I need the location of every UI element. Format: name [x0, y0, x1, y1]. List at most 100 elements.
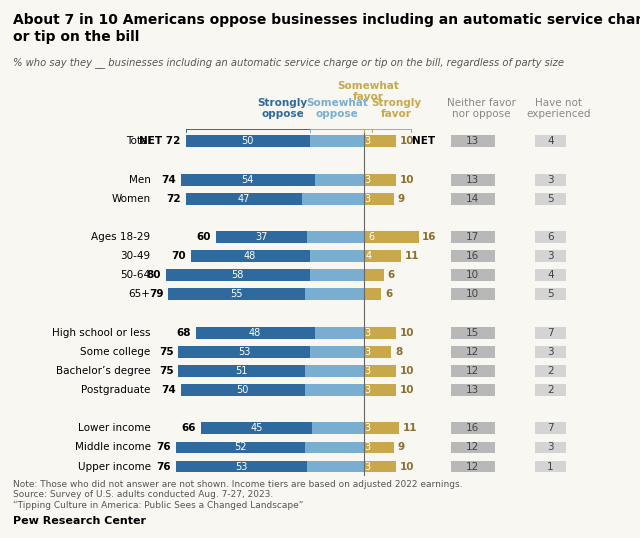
Bar	[451, 270, 495, 281]
Text: 3: 3	[365, 385, 371, 395]
Bar	[186, 193, 302, 204]
Text: 7: 7	[547, 423, 554, 433]
Text: 3: 3	[365, 423, 371, 433]
Bar	[534, 365, 566, 377]
Bar	[374, 250, 401, 262]
Bar	[201, 422, 312, 434]
Bar	[307, 231, 364, 243]
Text: 6: 6	[369, 232, 374, 242]
Bar	[451, 250, 495, 262]
Text: 14: 14	[466, 194, 479, 204]
Text: 10: 10	[466, 270, 479, 280]
Text: 1: 1	[547, 462, 554, 472]
Bar	[305, 288, 364, 300]
Bar	[372, 461, 396, 472]
Bar	[534, 422, 566, 434]
Bar	[379, 231, 419, 243]
Bar	[451, 442, 495, 454]
Bar	[534, 174, 566, 186]
Text: 7: 7	[547, 328, 554, 338]
Text: 9: 9	[397, 442, 404, 452]
Text: 6: 6	[388, 270, 395, 280]
Text: 10: 10	[466, 289, 479, 300]
Text: Some college: Some college	[80, 347, 150, 357]
Bar	[372, 174, 396, 186]
Text: 17: 17	[466, 232, 479, 242]
Text: 10: 10	[400, 366, 415, 376]
Text: 72: 72	[166, 194, 181, 204]
Bar	[181, 174, 315, 186]
Bar	[367, 288, 381, 300]
Text: Bachelor’s degree: Bachelor’s degree	[56, 366, 150, 376]
Text: 75: 75	[159, 347, 173, 357]
Bar	[372, 422, 399, 434]
Text: NET 72: NET 72	[140, 136, 181, 146]
Text: 45: 45	[250, 423, 262, 433]
Bar	[310, 136, 364, 147]
Text: 3: 3	[547, 175, 554, 185]
Text: 52: 52	[234, 442, 246, 452]
Text: Ages 18-29: Ages 18-29	[92, 232, 150, 242]
Text: 74: 74	[161, 175, 176, 185]
Bar	[372, 327, 396, 338]
Bar	[534, 442, 566, 454]
Bar	[451, 461, 495, 472]
Bar	[305, 384, 364, 396]
Text: 74: 74	[161, 385, 176, 395]
Bar	[372, 442, 394, 454]
Bar	[364, 327, 372, 338]
Bar	[364, 136, 372, 147]
Bar	[186, 136, 310, 147]
Text: 16: 16	[466, 251, 479, 261]
Text: 10: 10	[400, 385, 415, 395]
Bar	[372, 384, 396, 396]
Bar	[451, 384, 495, 396]
Text: 3: 3	[547, 251, 554, 261]
Bar	[372, 365, 396, 377]
Text: 58: 58	[232, 270, 244, 280]
Bar	[364, 193, 372, 204]
Bar	[372, 136, 396, 147]
Bar	[364, 250, 374, 262]
Bar	[216, 231, 307, 243]
Text: 15: 15	[466, 328, 479, 338]
Text: 80: 80	[147, 270, 161, 280]
Text: About 7 in 10 Americans oppose businesses including an automatic service charge
: About 7 in 10 Americans oppose businesse…	[13, 13, 640, 44]
Bar	[451, 231, 495, 243]
Bar	[451, 193, 495, 204]
Bar	[364, 288, 367, 300]
Text: 66: 66	[181, 423, 196, 433]
Text: 51: 51	[236, 366, 248, 376]
Bar	[364, 270, 369, 281]
Bar	[315, 174, 364, 186]
Text: 13: 13	[466, 175, 479, 185]
Bar	[307, 461, 364, 472]
Text: High school or less: High school or less	[52, 328, 150, 338]
Bar	[364, 174, 372, 186]
Text: 8: 8	[395, 347, 403, 357]
Text: 2: 2	[547, 366, 554, 376]
Text: 3: 3	[365, 366, 371, 376]
Text: 53: 53	[236, 462, 248, 472]
Text: 3: 3	[365, 136, 371, 146]
Text: 6: 6	[385, 289, 392, 300]
Text: 5: 5	[547, 194, 554, 204]
Bar	[534, 231, 566, 243]
Bar	[176, 442, 305, 454]
Bar	[451, 288, 495, 300]
Bar	[179, 365, 305, 377]
Text: 10: 10	[400, 462, 415, 472]
Text: Neither favor
nor oppose: Neither favor nor oppose	[447, 98, 516, 119]
Text: 10: 10	[400, 136, 415, 146]
Text: Strongly
oppose: Strongly oppose	[257, 98, 307, 119]
Text: 13: 13	[466, 136, 479, 146]
Bar	[179, 346, 310, 358]
Bar	[534, 461, 566, 472]
Text: 75: 75	[159, 366, 173, 376]
Text: Upper income: Upper income	[77, 462, 150, 472]
Text: Strongly
favor: Strongly favor	[371, 98, 421, 119]
Bar	[534, 384, 566, 396]
Text: NET: NET	[412, 136, 436, 146]
Text: 53: 53	[238, 347, 250, 357]
Text: 4: 4	[547, 136, 554, 146]
